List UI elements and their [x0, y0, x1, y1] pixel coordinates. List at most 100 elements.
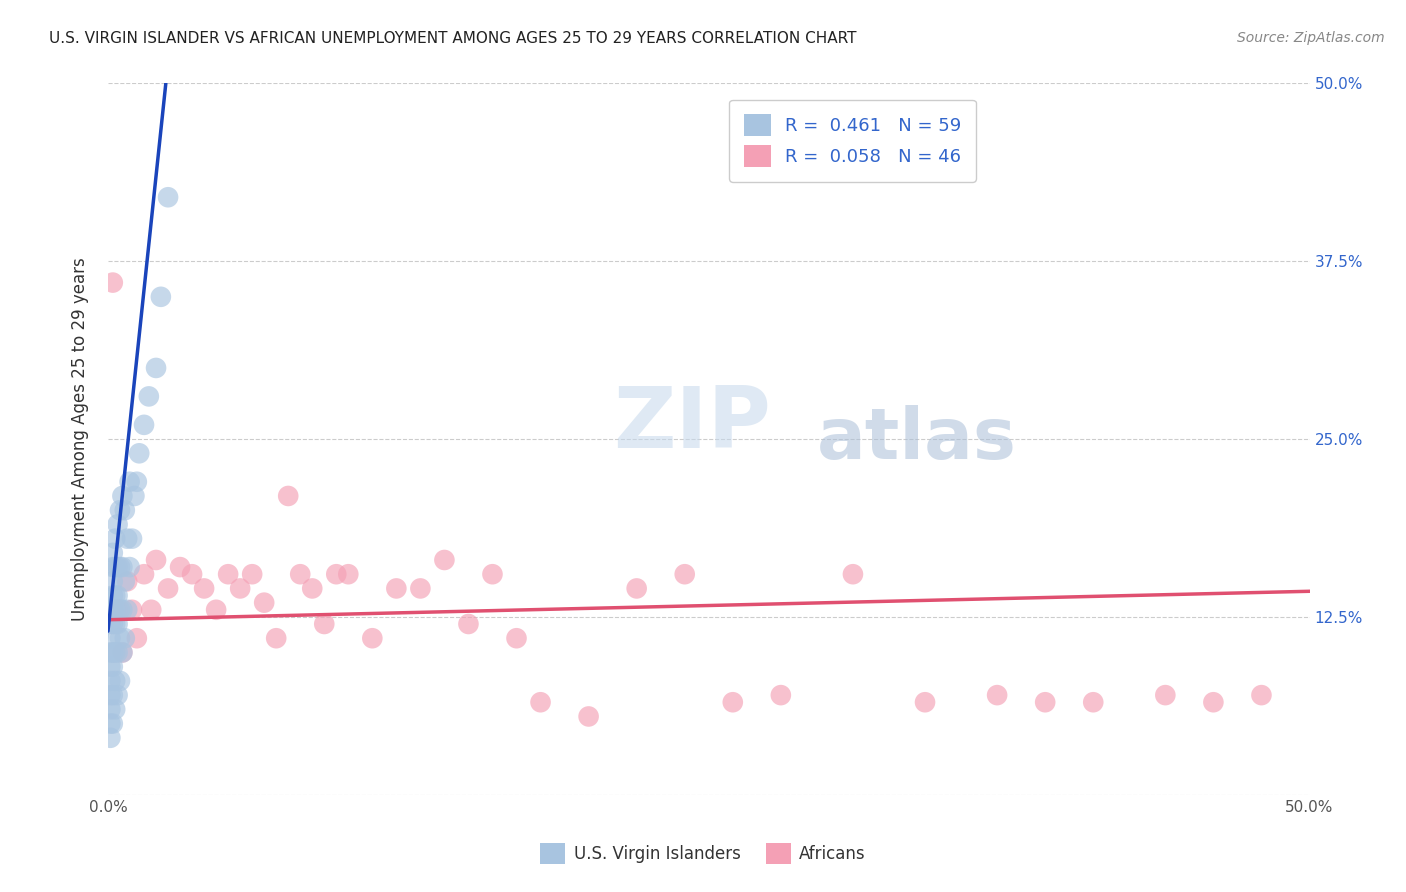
Point: [100, 603, 122, 617]
Point: [1083, 695, 1105, 709]
Point: [111, 645, 134, 659]
Point: [114, 574, 136, 589]
Point: [1202, 695, 1225, 709]
Point: [115, 574, 138, 589]
Point: [100, 673, 122, 688]
Point: [100, 688, 122, 702]
Point: [1154, 688, 1177, 702]
Text: atlas: atlas: [817, 405, 1017, 474]
Point: [337, 567, 360, 582]
Point: [157, 190, 180, 204]
Point: [125, 631, 148, 645]
Point: [104, 645, 127, 659]
Point: [107, 645, 129, 659]
Point: [986, 688, 1008, 702]
Point: [107, 688, 129, 702]
Point: [111, 489, 134, 503]
Y-axis label: Unemployment Among Ages 25 to 29 years: Unemployment Among Ages 25 to 29 years: [72, 257, 89, 621]
Point: [108, 560, 131, 574]
Point: [114, 503, 136, 517]
Point: [101, 617, 124, 632]
Point: [769, 688, 792, 702]
Point: [314, 617, 336, 632]
Point: [385, 582, 408, 596]
Point: [145, 360, 167, 375]
Point: [457, 617, 479, 632]
Point: [132, 567, 155, 582]
Point: [101, 716, 124, 731]
Point: [128, 446, 150, 460]
Point: [1033, 695, 1056, 709]
Point: [842, 567, 865, 582]
Point: [721, 695, 744, 709]
Point: [104, 617, 127, 632]
Point: [101, 645, 124, 659]
Point: [264, 631, 287, 645]
Point: [107, 589, 129, 603]
Point: [101, 603, 124, 617]
Point: [118, 475, 141, 489]
Legend: R =  0.461   N = 59, R =  0.058   N = 46: R = 0.461 N = 59, R = 0.058 N = 46: [730, 100, 976, 182]
Point: [145, 553, 167, 567]
Point: [505, 631, 527, 645]
Point: [111, 560, 134, 574]
Point: [104, 589, 127, 603]
Point: [1250, 688, 1272, 702]
Point: [100, 617, 122, 632]
Point: [409, 582, 432, 596]
Point: [115, 532, 138, 546]
Point: [433, 553, 456, 567]
Point: [100, 645, 122, 659]
Point: [115, 603, 138, 617]
Point: [101, 659, 124, 673]
Point: [101, 589, 124, 603]
Point: [253, 596, 276, 610]
Point: [104, 560, 127, 574]
Point: [101, 546, 124, 560]
Point: [673, 567, 696, 582]
Point: [205, 603, 228, 617]
Point: [100, 731, 122, 745]
Point: [111, 645, 134, 659]
Point: [193, 582, 215, 596]
Point: [481, 567, 503, 582]
Point: [101, 688, 124, 702]
Point: [529, 695, 551, 709]
Point: [101, 574, 124, 589]
Point: [100, 631, 122, 645]
Point: [104, 673, 127, 688]
Point: [914, 695, 936, 709]
Text: U.S. VIRGIN ISLANDER VS AFRICAN UNEMPLOYMENT AMONG AGES 25 TO 29 YEARS CORRELATI: U.S. VIRGIN ISLANDER VS AFRICAN UNEMPLOY…: [49, 31, 856, 46]
Point: [100, 702, 122, 716]
Point: [301, 582, 323, 596]
Point: [578, 709, 600, 723]
Point: [107, 560, 129, 574]
Point: [361, 631, 384, 645]
Point: [138, 389, 160, 403]
Point: [107, 603, 129, 617]
Point: [277, 489, 299, 503]
Point: [240, 567, 263, 582]
Point: [149, 290, 172, 304]
Point: [104, 532, 127, 546]
Point: [100, 659, 122, 673]
Point: [108, 603, 131, 617]
Point: [290, 567, 312, 582]
Point: [108, 503, 131, 517]
Point: [100, 716, 122, 731]
Point: [181, 567, 204, 582]
Point: [157, 582, 180, 596]
Point: [104, 603, 127, 617]
Point: [111, 603, 134, 617]
Point: [124, 489, 146, 503]
Point: [101, 560, 124, 574]
Point: [325, 567, 347, 582]
Point: [108, 673, 131, 688]
Point: [132, 417, 155, 432]
Point: [114, 631, 136, 645]
Point: [118, 560, 141, 574]
Point: [169, 560, 191, 574]
Point: [104, 702, 127, 716]
Point: [121, 532, 143, 546]
Point: [108, 631, 131, 645]
